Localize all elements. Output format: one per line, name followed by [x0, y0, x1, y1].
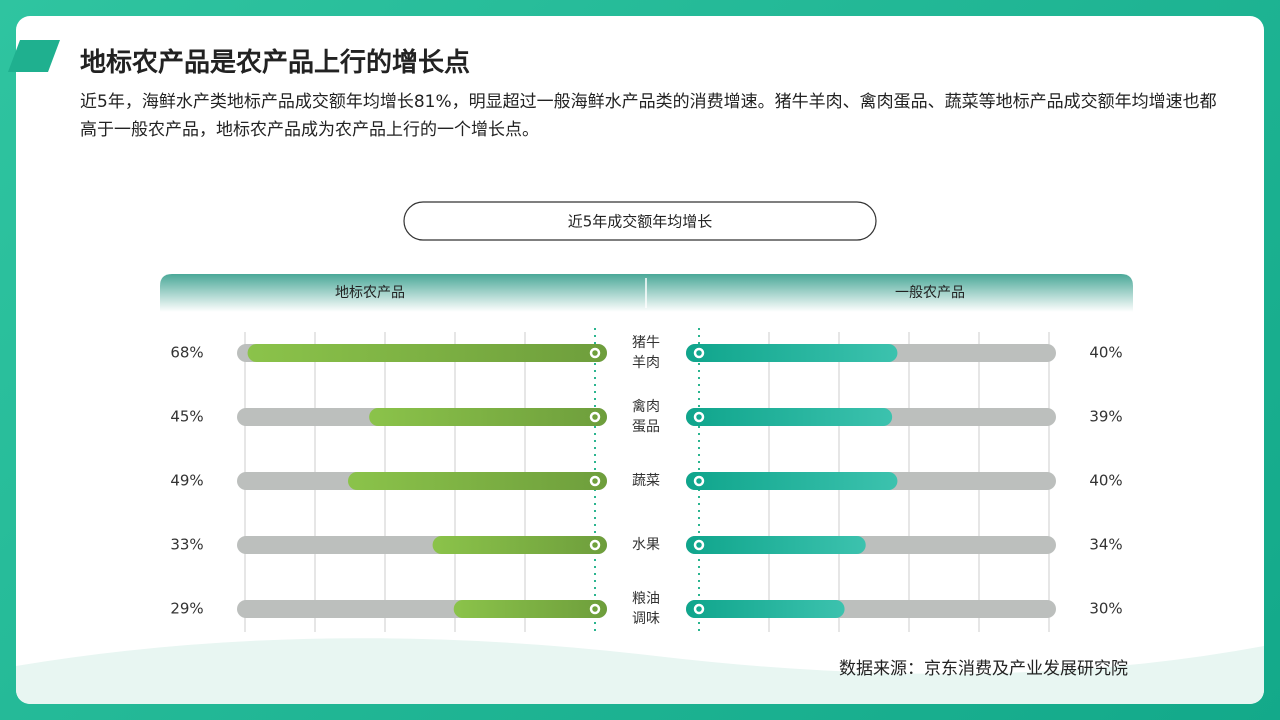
bar: [686, 536, 866, 554]
description: 近5年，海鲜水产类地标产品成交额年均增长81%，明显超过一般海鲜水产品类的消费增…: [80, 92, 1217, 140]
title-icon: [8, 40, 60, 72]
bar-dot: [693, 411, 705, 423]
bar: [432, 536, 607, 554]
value-label: 30%: [1089, 600, 1122, 618]
bar: [686, 408, 893, 426]
bar-dot: [589, 347, 601, 359]
bar-dot: [693, 539, 705, 551]
bar-dot: [693, 603, 705, 615]
card: 地标农产品是农产品上行的增长点 近5年，海鲜水产类地标产品成交额年均增长81%，…: [16, 16, 1264, 704]
bar-dot: [589, 475, 601, 487]
value-label: 68%: [170, 344, 203, 362]
bar: [686, 600, 845, 618]
bar: [369, 408, 607, 426]
bar-dot: [693, 347, 705, 359]
bar-dot: [589, 603, 601, 615]
value-label: 34%: [1089, 536, 1122, 554]
category-label: 蔬菜: [632, 473, 660, 489]
bar: [247, 344, 608, 362]
category-label: 猪牛羊肉: [632, 335, 660, 371]
bar: [686, 472, 898, 490]
wave: [16, 638, 1264, 704]
title: 地标农产品是农产品上行的增长点: [80, 48, 471, 78]
chart-title: 近5年成交额年均增长: [568, 213, 713, 231]
bar: [453, 600, 607, 618]
bar: [686, 344, 898, 362]
bar-dot: [589, 539, 601, 551]
value-label: 29%: [170, 600, 203, 618]
category-label: 粮油调味: [632, 591, 660, 627]
value-label: 39%: [1089, 408, 1122, 426]
category-label: 水果: [632, 537, 660, 553]
chart-title-pill: [403, 201, 877, 241]
value-label: 40%: [1089, 472, 1122, 490]
source: 数据来源：京东消费及产业发展研究院: [839, 659, 1128, 679]
bar-dot: [693, 475, 705, 487]
card-decor: [16, 638, 1264, 704]
legend-left: 地标农产品: [335, 285, 405, 301]
category-label: 禽肉蛋品: [632, 399, 660, 435]
value-label: 40%: [1089, 344, 1122, 362]
bar: [348, 472, 607, 490]
bar-dot: [589, 411, 601, 423]
legend-right: 一般农产品: [895, 285, 965, 301]
value-label: 49%: [170, 472, 203, 490]
value-label: 33%: [170, 536, 203, 554]
value-label: 45%: [170, 408, 203, 426]
